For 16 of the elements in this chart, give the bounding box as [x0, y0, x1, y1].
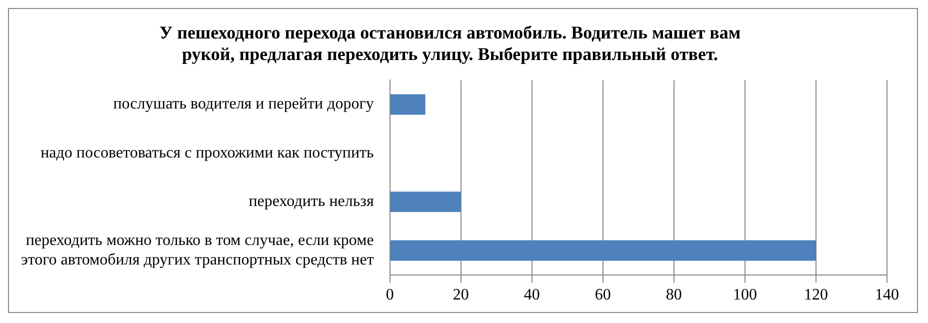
x-tick-label: 20: [452, 286, 469, 304]
x-tick-label: 140: [875, 286, 899, 304]
y-tick-label: переходить нельзя: [248, 193, 374, 210]
x-tick-label: 120: [804, 286, 828, 304]
bar: [390, 192, 461, 212]
x-tick-label: 100: [732, 286, 757, 304]
chart-title: У пешеходного перехода остановился автомобиль. Водитель машет вам рукой, предлагая переходить улицу. Выберите правильный ответ.: [159, 22, 741, 64]
y-tick-label: послушать водителя и перейти дорогу: [113, 96, 374, 113]
bar: [390, 240, 816, 261]
x-tick-label: 0: [386, 286, 394, 304]
bar: [390, 94, 426, 115]
x-tick-label: 80: [666, 286, 682, 304]
x-tick-label: 40: [524, 286, 540, 304]
x-tick-label: 60: [594, 286, 611, 304]
y-tick-label: переходить можно только в том случае, если кроме этого автомобиля других транспортных средств нет: [20, 232, 374, 268]
y-tick-label: надо посоветоваться с прохожими как поступить: [40, 144, 374, 162]
